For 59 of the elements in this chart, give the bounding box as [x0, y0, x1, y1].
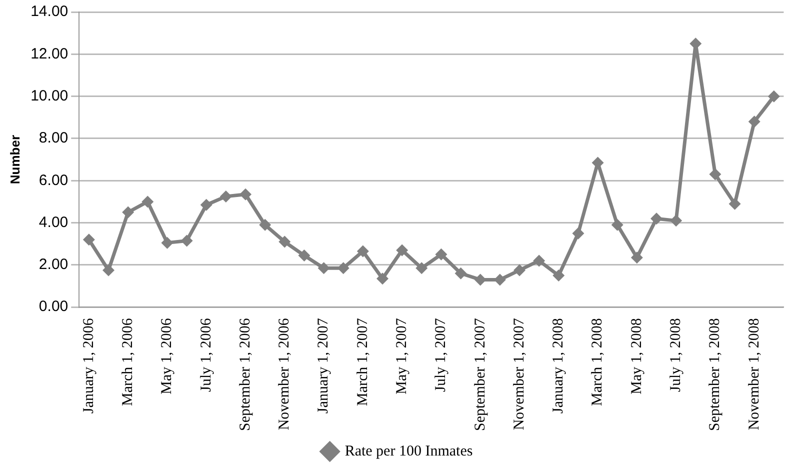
point: [435, 248, 448, 260]
x-tick-label: November 1, 2006: [276, 318, 293, 430]
point: [416, 262, 428, 274]
x-tick-label: May 1, 2007: [394, 318, 410, 394]
y-tick-label: 12.00: [30, 45, 68, 62]
point: [200, 198, 212, 211]
point: [630, 252, 643, 264]
point: [278, 236, 291, 248]
x-tick-label: March 1, 2008: [590, 318, 606, 406]
x-tick-label: July 1, 2008: [668, 318, 684, 392]
point: [220, 190, 232, 202]
y-axis-title: Number: [7, 134, 22, 184]
y-tick-label: 2.00: [38, 256, 68, 274]
x-tick-label: May 1, 2008: [628, 318, 645, 394]
y-tick-label: 10.00: [30, 87, 68, 104]
x-tick-label: July 1, 2007: [433, 318, 450, 392]
y-tick-label: 6.00: [38, 172, 68, 189]
point: [396, 244, 408, 256]
x-tick-label: November 1, 2007: [511, 318, 528, 430]
point: [650, 212, 662, 225]
y-tick-label: 14.00: [30, 3, 68, 20]
x-tick-label: January 1, 2008: [550, 318, 567, 414]
x-tick-label: March 1, 2006: [120, 318, 136, 406]
point: [670, 214, 682, 227]
point: [709, 168, 722, 180]
y-tick-label: 4.00: [38, 214, 68, 231]
point: [102, 264, 114, 276]
point: [552, 269, 565, 282]
point: [259, 218, 272, 231]
point: [161, 236, 174, 249]
point: [533, 254, 546, 267]
point: [180, 234, 193, 247]
point: [356, 245, 369, 258]
x-tick-label: January 1, 2006: [80, 318, 97, 414]
point: [142, 196, 154, 208]
point: [82, 234, 95, 246]
x-tick-label: May 1, 2006: [159, 318, 176, 394]
point: [572, 227, 584, 240]
point: [454, 267, 467, 280]
x-tick-label: March 1, 2007: [354, 318, 371, 406]
point: [122, 206, 134, 218]
point: [298, 249, 310, 262]
y-tick-label: 8.00: [38, 130, 68, 147]
x-tick-label: November 1, 2008: [746, 318, 762, 430]
x-tick-label: July 1, 2006: [198, 318, 214, 392]
x-tick-label: September 1, 2008: [707, 318, 724, 432]
x-tick-label: September 1, 2006: [237, 318, 254, 432]
point: [318, 262, 330, 274]
point: [513, 264, 526, 276]
point: [768, 90, 780, 102]
x-tick-label: January 1, 2007: [316, 318, 332, 414]
legend-label: Rate per 100 Inmates: [344, 443, 473, 460]
point: [748, 116, 760, 128]
point: [611, 218, 624, 231]
point: [728, 198, 741, 210]
x-tick-label: September 1, 2007: [472, 318, 488, 432]
point: [376, 272, 388, 285]
point: [239, 188, 252, 200]
y-tick-label: 0.00: [38, 298, 68, 316]
